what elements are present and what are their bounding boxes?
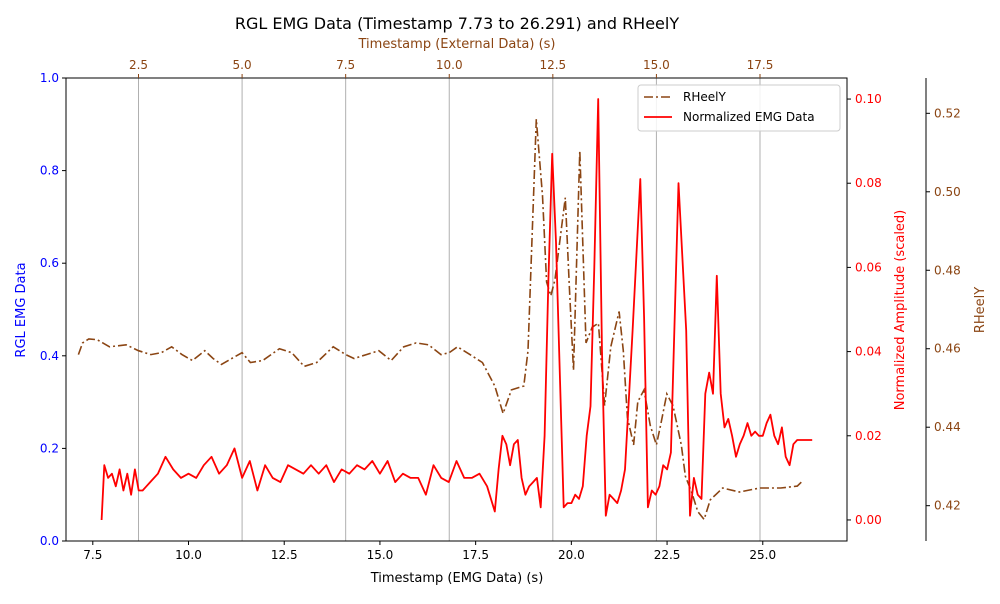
x-tick-label: 17.5 (462, 548, 489, 562)
legend-label-rheely: RHeelY (683, 90, 726, 104)
top-axis-label: Timestamp (External Data) (s) (358, 37, 556, 52)
left-tick-label: 0.0 (40, 534, 59, 548)
right-tick-label: 0.08 (855, 176, 882, 190)
far-right-tick-label: 0.50 (934, 185, 961, 199)
series-line-normalized-emg (100, 98, 813, 521)
right-tick-label: 0.10 (855, 92, 882, 106)
far-right-tick-label: 0.44 (934, 420, 961, 434)
far-right-tick-label: 0.48 (934, 263, 961, 277)
left-tick-label: 0.4 (40, 349, 59, 363)
top-tick-label: 7.5 (336, 58, 355, 72)
x-tick-label: 22.5 (654, 548, 681, 562)
x-tick-label: 15.0 (367, 548, 394, 562)
legend-box (637, 84, 841, 132)
left-tick-label: 0.6 (40, 256, 59, 270)
top-tick-label: 10.0 (436, 58, 463, 72)
top-tick-label: 2.5 (129, 58, 148, 72)
left-axis-label: RGL EMG Data (14, 262, 29, 357)
right-axis-label: Normalized Amplitude (scaled) (893, 210, 908, 411)
top-tick-label: 5.0 (233, 58, 252, 72)
right-tick-label: 0.02 (855, 429, 882, 443)
left-tick-label: 1.0 (40, 71, 59, 85)
x-tick-label: 25.0 (749, 548, 776, 562)
far-right-tick-label: 0.42 (934, 499, 961, 513)
far-right-tick-label: 0.46 (934, 342, 961, 356)
x-axis-label: Timestamp (EMG Data) (s) (370, 571, 544, 586)
right-tick-label: 0.06 (855, 260, 882, 274)
far-right-tick-label: 0.52 (934, 106, 961, 120)
far-right-axis-label: RHeelY (973, 287, 988, 333)
x-tick-label: 20.0 (558, 548, 585, 562)
right-tick-label: 0.04 (855, 345, 882, 359)
legend-label-normalized-emg: Normalized EMG Data (683, 110, 815, 124)
legend: RHeelY Normalized EMG Data (637, 84, 841, 132)
x-tick-label: 12.5 (271, 548, 298, 562)
right-tick-label: 0.00 (855, 513, 882, 527)
left-tick-label: 0.8 (40, 164, 59, 178)
top-tick-label: 15.0 (643, 58, 670, 72)
plot-frame (65, 77, 848, 542)
top-tick-label: 12.5 (539, 58, 566, 72)
series-line-rheely (77, 119, 802, 522)
x-tick-label: 10.0 (175, 548, 202, 562)
top-tick-label: 17.5 (747, 58, 774, 72)
chart-title: RGL EMG Data (Timestamp 7.73 to 26.291) … (235, 14, 679, 33)
left-tick-label: 0.2 (40, 441, 59, 455)
x-tick-label: 7.5 (83, 548, 102, 562)
